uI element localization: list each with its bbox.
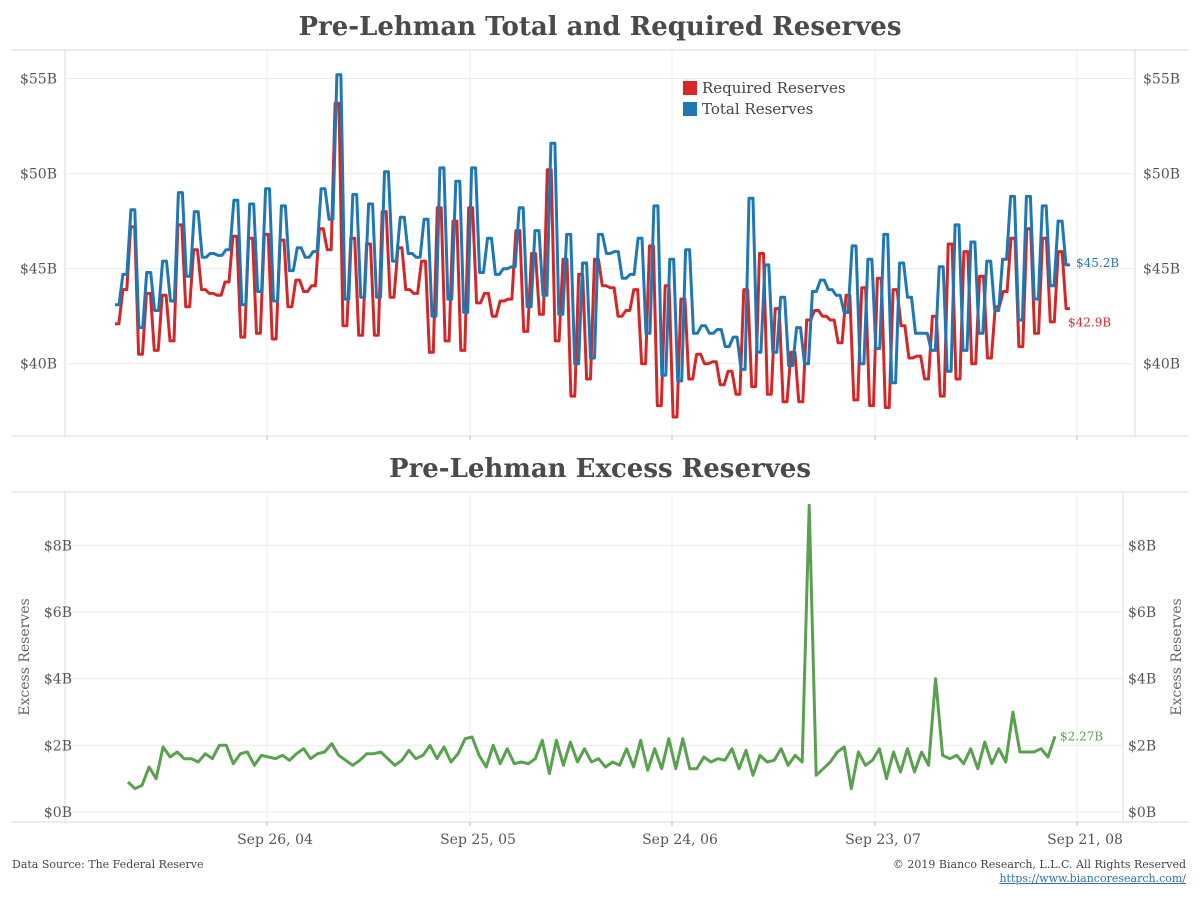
required-reserves-line (115, 101, 1070, 419)
legend-entry: Required Reserves (702, 79, 846, 97)
y-axis-title-left: Excess Reserves (17, 598, 33, 715)
bottom-y-tick-right: $6B (1128, 605, 1156, 621)
excess-reserves-line (126, 503, 1057, 791)
bottom-y-tick-right: $0B (1128, 805, 1156, 821)
copyright-block: © 2019 Bianco Research, L.L.C. All Right… (893, 858, 1186, 886)
total-reserves-end-label: $45.2B (1076, 256, 1119, 270)
bottom-y-tick-left: $6B (44, 605, 72, 621)
bottom-y-tick-left: $2B (44, 738, 72, 754)
top-y-tick-right: $55B (1143, 72, 1180, 88)
bottom-y-tick-right: $2B (1128, 738, 1156, 754)
top-y-tick-right: $50B (1143, 167, 1180, 183)
bottom-y-tick-right: $8B (1128, 538, 1156, 554)
bottom-chart-title: Pre-Lehman Excess Reserves (389, 454, 811, 484)
legend-entry: Total Reserves (702, 100, 813, 118)
x-tick-label: Sep 23, 07 (845, 832, 921, 848)
bianco-research-link[interactable]: https://www.biancoresearch.com/ (999, 872, 1186, 885)
bottom-y-tick-left: $0B (44, 805, 72, 821)
top-y-tick-right: $40B (1143, 357, 1180, 373)
bottom-y-tick-right: $4B (1128, 672, 1156, 688)
required-reserves-end-label: $42.9B (1068, 316, 1111, 330)
top-y-tick-left: $45B (20, 262, 57, 278)
top-y-tick-left: $50B (20, 167, 57, 183)
top-chart-title: Pre-Lehman Total and Required Reserves (298, 12, 902, 42)
bottom-y-tick-left: $8B (44, 538, 72, 554)
legend-swatch (683, 81, 697, 95)
excess-reserves-end-label: $2.27B (1060, 729, 1103, 743)
x-tick-label: Sep 21, 08 (1047, 832, 1123, 848)
top-chart-legend: Required Reserves Total Reserves (683, 79, 846, 118)
total-reserves-line (115, 73, 1070, 385)
x-tick-label: Sep 25, 05 (440, 832, 516, 848)
top-y-tick-left: $55B (20, 72, 57, 88)
copyright-text: © 2019 Bianco Research, L.L.C. All Right… (892, 858, 1186, 871)
y-axis-title-right: Excess Reserves (1169, 598, 1185, 715)
top-y-tick-left: $40B (20, 357, 57, 373)
x-tick-label: Sep 26, 04 (237, 832, 313, 848)
data-source-note: Data Source: The Federal Reserve (12, 858, 204, 871)
x-tick-label: Sep 24, 06 (642, 832, 718, 848)
bottom-y-tick-left: $4B (44, 672, 72, 688)
legend-swatch (683, 102, 697, 116)
top-y-tick-right: $45B (1143, 262, 1180, 278)
